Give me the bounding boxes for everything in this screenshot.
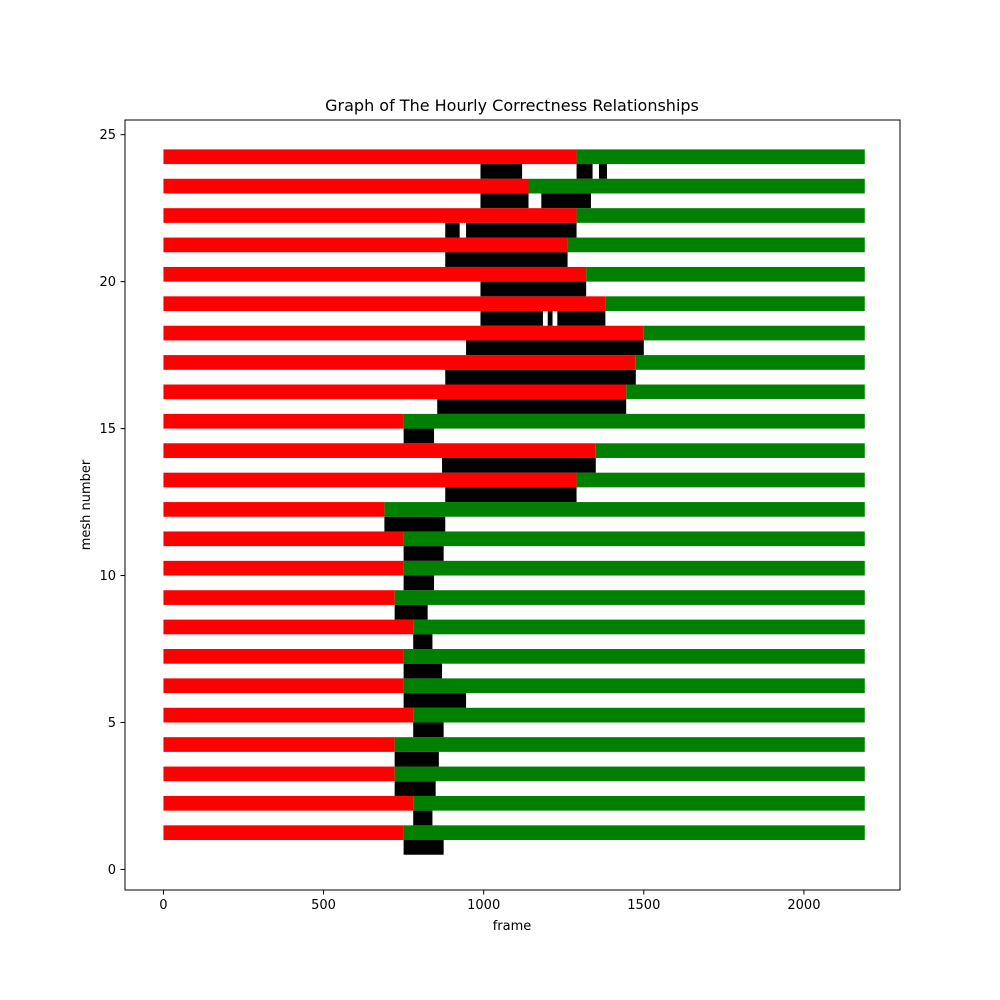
red-bar: [163, 649, 404, 664]
green-bar: [403, 531, 865, 547]
black-bar: [403, 575, 435, 591]
red-bar: [163, 413, 404, 429]
black-bar: [394, 751, 439, 767]
chart-title: Graph of The Hourly Correctness Relation…: [325, 96, 699, 115]
green-bar: [413, 795, 865, 811]
red-bar: [163, 795, 414, 811]
green-bar: [576, 208, 865, 223]
y-tick-label: 0: [108, 863, 116, 878]
y-axis: 0 5 10 15 20 25: [99, 128, 125, 878]
green-bar: [403, 413, 865, 429]
plot-frame: [124, 119, 901, 891]
black-bar: [480, 311, 543, 326]
black-bar: [413, 810, 433, 826]
black-bar: [437, 399, 627, 414]
red-bar: [163, 472, 577, 488]
green-bar: [576, 149, 865, 165]
red-bar: [163, 531, 404, 547]
red-bar: [163, 560, 404, 576]
y-tick-label: 15: [99, 422, 116, 437]
green-bar: [394, 766, 865, 782]
green-bar: [528, 178, 865, 194]
red-bar: [163, 678, 404, 694]
black-bar: [598, 164, 607, 179]
red-bar: [163, 149, 577, 165]
red-bar: [163, 707, 414, 723]
green-bar: [605, 296, 865, 312]
black-bar: [576, 164, 593, 179]
black-bar: [480, 281, 587, 297]
black-bar: [413, 634, 433, 649]
green-bar: [403, 678, 865, 694]
green-bar: [626, 384, 865, 400]
black-bar: [403, 840, 444, 855]
green-bar: [394, 737, 865, 752]
green-bar: [394, 590, 865, 605]
red-bar: [163, 178, 529, 194]
red-bar: [163, 825, 404, 841]
black-bar: [480, 193, 529, 209]
black-bar: [384, 516, 446, 532]
red-bar: [163, 766, 395, 782]
x-tick-label: 0: [159, 898, 167, 913]
red-bar: [163, 737, 395, 752]
green-bar: [586, 266, 865, 282]
black-bar: [403, 693, 467, 708]
red-bar: [163, 443, 596, 458]
black-bar: [541, 193, 591, 209]
black-bar: [403, 546, 444, 561]
black-bar: [403, 428, 435, 444]
y-tick-label: 20: [99, 275, 116, 290]
red-bar: [163, 384, 627, 400]
green-bar: [576, 472, 865, 488]
red-bar: [163, 355, 636, 370]
red-bar: [163, 590, 395, 605]
black-bar: [394, 781, 436, 796]
green-bar: [595, 443, 865, 458]
red-bar: [163, 619, 414, 635]
bars-layer: [163, 149, 865, 855]
x-tick-label: 1500: [627, 898, 660, 913]
green-bar: [403, 560, 865, 576]
red-bar: [163, 237, 568, 253]
green-bar: [403, 825, 865, 841]
black-bar: [547, 311, 553, 326]
green-bar: [643, 325, 865, 341]
black-bar: [445, 222, 460, 238]
x-tick-label: 2000: [787, 898, 820, 913]
black-bar: [466, 222, 577, 238]
black-bar: [445, 369, 636, 385]
x-tick-label: 1000: [467, 898, 500, 913]
black-bar: [413, 722, 444, 738]
green-bar: [384, 502, 865, 517]
black-bar: [403, 663, 443, 679]
black-bar: [442, 457, 596, 473]
y-axis-label: mesh number: [79, 459, 94, 550]
black-bar: [394, 604, 428, 620]
red-bar: [163, 208, 577, 223]
green-bar: [635, 355, 865, 370]
black-bar: [480, 164, 523, 179]
x-axis-label: frame: [493, 919, 532, 934]
x-axis: 0 500 1000 1500 2000: [159, 890, 820, 913]
y-tick-label: 5: [108, 716, 116, 731]
black-bar: [466, 340, 644, 356]
y-tick-label: 10: [99, 569, 116, 584]
x-tick-label: 500: [311, 898, 336, 913]
green-bar: [567, 237, 865, 253]
red-bar: [163, 325, 644, 341]
y-tick-label: 25: [99, 128, 116, 143]
red-bar: [163, 296, 606, 312]
black-bar: [445, 252, 568, 267]
green-bar: [403, 649, 865, 664]
black-bar: [445, 487, 577, 503]
green-bar: [413, 619, 865, 635]
black-bar: [557, 311, 606, 326]
red-bar: [163, 502, 385, 517]
red-bar: [163, 266, 587, 282]
green-bar: [413, 707, 865, 723]
